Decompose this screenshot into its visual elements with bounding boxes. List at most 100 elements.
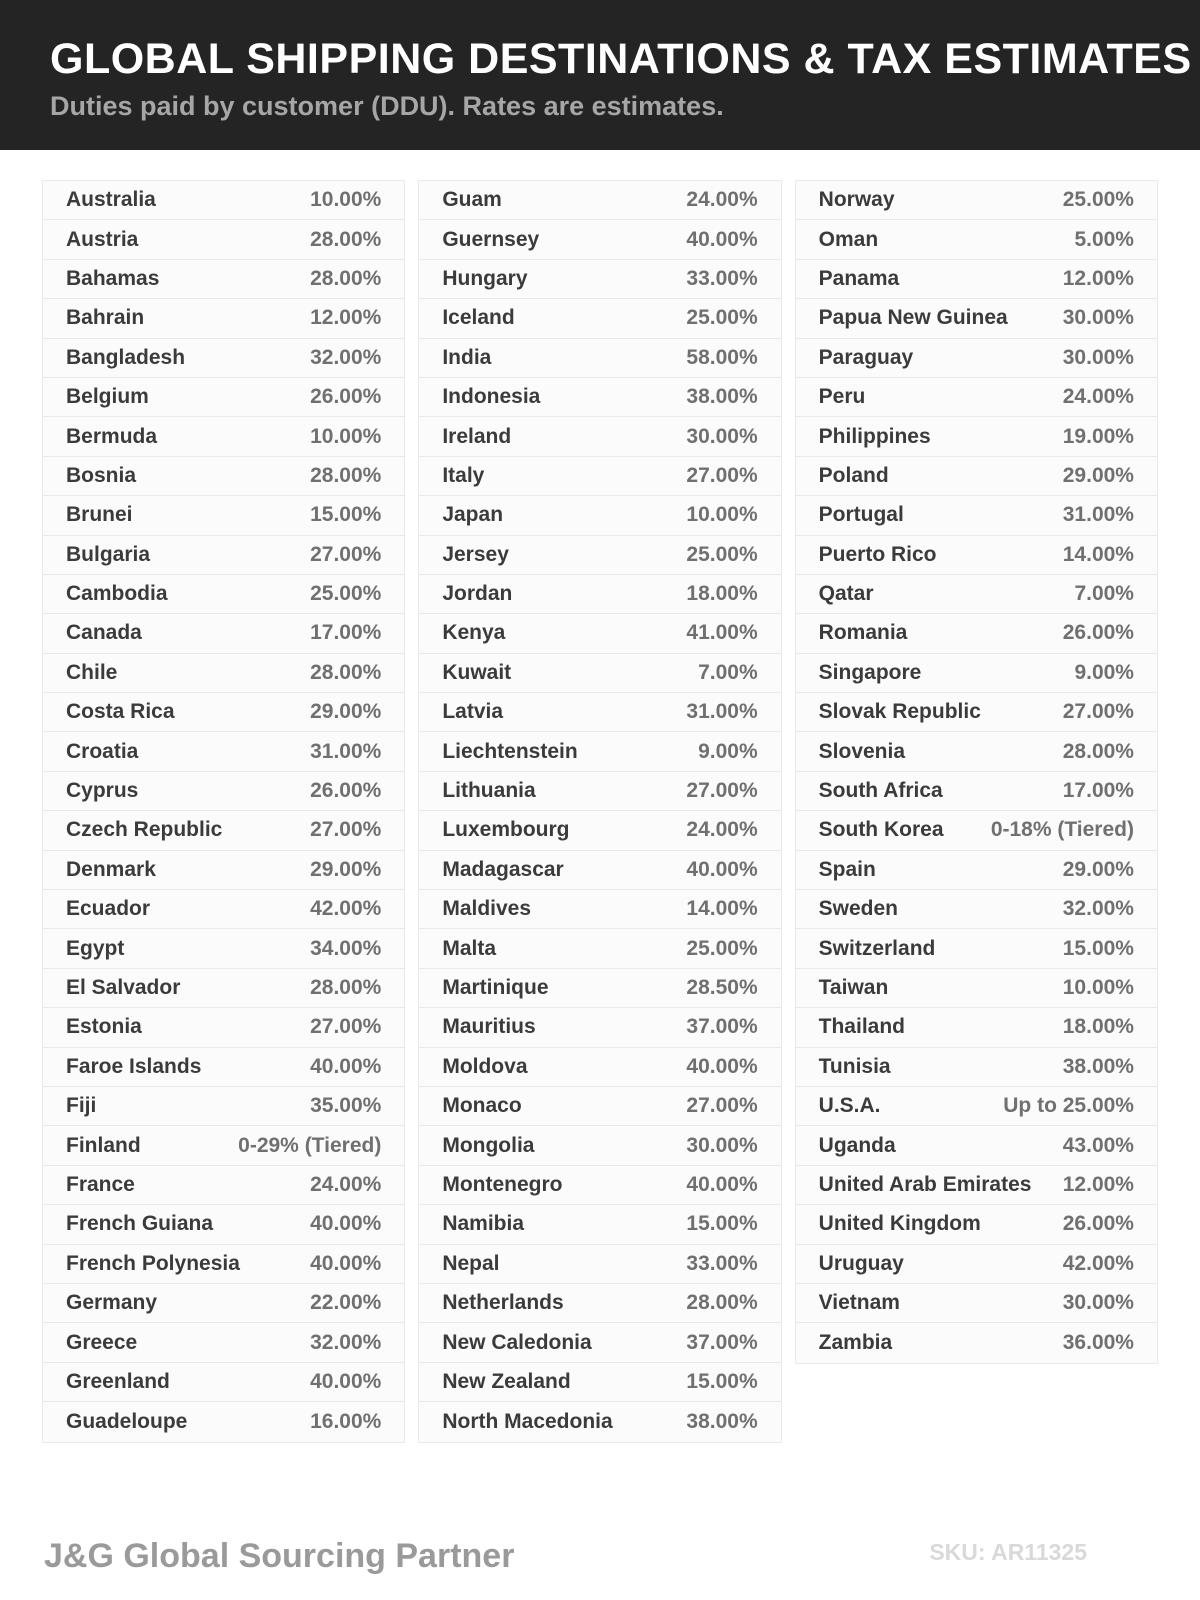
table-row: Germany 22.00% bbox=[43, 1283, 405, 1324]
country-label: United Kingdom bbox=[818, 1212, 981, 1236]
country-label: Kenya bbox=[442, 621, 506, 645]
tax-rate-value: 12.00% bbox=[310, 306, 382, 330]
country-label: Nepal bbox=[442, 1251, 500, 1275]
table-row: Austria 28.00% bbox=[43, 220, 405, 260]
country-label: Peru bbox=[818, 385, 866, 409]
tax-rate-value: 27.00% bbox=[686, 1094, 758, 1118]
tax-rate-value: 38.00% bbox=[1062, 1054, 1134, 1078]
country-label: Austria bbox=[66, 227, 139, 251]
country-label: South Africa bbox=[818, 779, 943, 803]
table-row: Puerto Rico 14.00% bbox=[795, 535, 1157, 575]
country-label: Maldives bbox=[442, 897, 532, 921]
country-label: Tunisia bbox=[818, 1054, 891, 1078]
country-label: Mongolia bbox=[442, 1133, 535, 1157]
table-row: Zambia 36.00% bbox=[795, 1323, 1157, 1363]
country-label: Jersey bbox=[442, 542, 509, 566]
tax-rate-value: 27.00% bbox=[686, 463, 758, 487]
country-label: Madagascar bbox=[442, 857, 564, 881]
footer-sku: SKU: AR11325 bbox=[929, 1539, 1087, 1565]
table-row: Belgium 26.00% bbox=[43, 377, 405, 418]
tax-table: Australia 10.00% Austria 28.00% Bahamas 28.00… bbox=[0, 180, 1200, 1443]
table-row: Egypt 34.00% bbox=[43, 929, 405, 969]
table-row: Jordan 18.00% bbox=[419, 574, 781, 615]
tax-rate-value: 24.00% bbox=[310, 1172, 382, 1196]
tax-rate-value: 25.00% bbox=[310, 582, 382, 606]
tax-rate-value: 15.00% bbox=[310, 503, 382, 527]
table-row: Uganda 43.00% bbox=[795, 1126, 1157, 1166]
tax-rate-value: 15.00% bbox=[686, 1369, 758, 1393]
tax-rate-value: 24.00% bbox=[1062, 385, 1134, 409]
tax-rate-value: 17.00% bbox=[310, 621, 382, 645]
country-label: Uruguay bbox=[818, 1251, 904, 1275]
country-label: Fiji bbox=[66, 1094, 97, 1118]
tax-rate-value: 38.00% bbox=[686, 1409, 758, 1433]
table-row: Czech Republic 27.00% bbox=[43, 811, 405, 851]
country-label: Netherlands bbox=[442, 1291, 564, 1315]
country-label: Paraguay bbox=[818, 345, 914, 369]
tax-rate-value: 29.00% bbox=[1062, 463, 1134, 487]
country-label: Moldova bbox=[442, 1054, 528, 1078]
table-row: Spain 29.00% bbox=[795, 850, 1157, 891]
tax-rate-value: 15.00% bbox=[686, 1212, 758, 1236]
table-row: Bosnia 28.00% bbox=[43, 456, 405, 497]
tax-rate-value: 40.00% bbox=[310, 1054, 382, 1078]
table-row: U.S.A. Up to 25.00% bbox=[795, 1086, 1157, 1127]
country-label: Greenland bbox=[66, 1369, 170, 1393]
table-row: Faroe Islands 40.00% bbox=[43, 1047, 405, 1087]
tax-rate-value: 16.00% bbox=[310, 1409, 382, 1433]
tax-rate-value: 7.00% bbox=[1074, 582, 1134, 606]
table-row: Costa Rica 29.00% bbox=[43, 693, 405, 733]
tax-rate-value: 35.00% bbox=[310, 1094, 382, 1118]
tax-rate-value: 27.00% bbox=[1062, 700, 1134, 724]
table-row: Taiwan 10.00% bbox=[795, 968, 1157, 1009]
country-label: Monaco bbox=[442, 1094, 522, 1118]
country-label: Egypt bbox=[66, 936, 125, 960]
tax-rate-value: 27.00% bbox=[310, 818, 382, 842]
table-row: Canada 17.00% bbox=[43, 614, 405, 654]
tax-rate-value: 27.00% bbox=[310, 1015, 382, 1039]
country-label: French Guiana bbox=[66, 1212, 214, 1236]
country-label: Philippines bbox=[818, 424, 931, 448]
table-row: Bangladesh 32.00% bbox=[43, 338, 405, 378]
country-label: Germany bbox=[66, 1291, 158, 1315]
country-label: Bermuda bbox=[66, 424, 158, 448]
tax-rate-value: 25.00% bbox=[1062, 188, 1134, 212]
tax-table-column-3: Norway 25.00% Oman 5.00% Panama 12.00% Papua N… bbox=[794, 180, 1158, 1364]
country-label: Namibia bbox=[442, 1212, 525, 1236]
country-label: Puerto Rico bbox=[818, 542, 937, 566]
table-row: Panama 12.00% bbox=[795, 259, 1157, 300]
tax-rate-value: 32.00% bbox=[1062, 897, 1134, 921]
table-row: Chile 28.00% bbox=[43, 653, 405, 694]
table-row: Luxembourg 24.00% bbox=[419, 811, 781, 851]
tax-rate-value: 33.00% bbox=[686, 1251, 758, 1275]
table-row: Fiji 35.00% bbox=[43, 1086, 405, 1127]
tax-rate-value: 31.00% bbox=[686, 700, 758, 724]
country-label: India bbox=[442, 345, 492, 369]
country-label: El Salvador bbox=[66, 976, 181, 999]
table-row: Cambodia 25.00% bbox=[43, 574, 405, 615]
country-label: Mauritius bbox=[442, 1015, 536, 1039]
country-label: Czech Republic bbox=[66, 818, 223, 842]
table-row: Romania 26.00% bbox=[795, 614, 1157, 654]
table-row: Croatia 31.00% bbox=[43, 732, 405, 772]
country-label: Greece bbox=[66, 1330, 138, 1354]
country-label: Slovak Republic bbox=[818, 700, 981, 724]
table-row: Italy 27.00% bbox=[419, 456, 781, 497]
tax-rate-value: 30.00% bbox=[1062, 306, 1134, 330]
tax-rate-value: 30.00% bbox=[686, 424, 758, 448]
tax-rate-value: 28.00% bbox=[310, 463, 382, 487]
country-label: Bahamas bbox=[66, 266, 160, 290]
table-row: Poland 29.00% bbox=[795, 456, 1157, 497]
country-label: Luxembourg bbox=[442, 818, 570, 842]
table-row: Qatar 7.00% bbox=[795, 574, 1157, 615]
country-label: Hungary bbox=[442, 266, 528, 290]
tax-rate-value: Up to 25.00% bbox=[1003, 1094, 1134, 1118]
tax-rate-value: 18.00% bbox=[686, 582, 758, 606]
country-label: New Caledonia bbox=[442, 1330, 592, 1354]
country-label: Montenegro bbox=[442, 1172, 563, 1196]
table-row: Singapore 9.00% bbox=[795, 653, 1157, 694]
tax-rate-value: 14.00% bbox=[686, 897, 758, 921]
tax-rate-value: 38.00% bbox=[686, 385, 758, 409]
country-label: Oman bbox=[818, 227, 879, 251]
tax-rate-value: 30.00% bbox=[1062, 1291, 1134, 1315]
